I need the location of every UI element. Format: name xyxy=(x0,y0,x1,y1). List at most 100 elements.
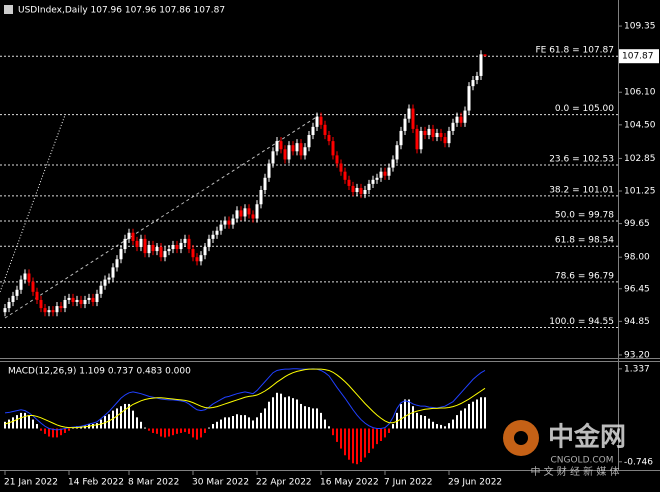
histogram-bar xyxy=(300,403,302,429)
histogram-bar xyxy=(256,417,258,429)
candle-body xyxy=(23,273,27,280)
histogram-bar xyxy=(40,428,42,431)
histogram-bar xyxy=(340,428,342,449)
candle-body xyxy=(343,171,347,180)
histogram-bar xyxy=(140,421,142,429)
candle-body xyxy=(11,295,15,302)
histogram-bar xyxy=(260,412,262,429)
histogram-bar xyxy=(28,415,30,429)
histogram-bar xyxy=(68,428,70,431)
histogram-bar xyxy=(312,408,314,429)
candle-body xyxy=(155,247,159,252)
histogram-bar xyxy=(336,428,338,442)
candle-body xyxy=(375,177,379,180)
candle-body xyxy=(255,204,259,219)
indicator-line xyxy=(4,368,486,431)
histogram-bar xyxy=(432,421,434,429)
histogram-bar xyxy=(272,397,274,429)
histogram-bar xyxy=(44,428,46,434)
candle-body xyxy=(267,163,271,178)
candle-body xyxy=(311,126,315,136)
retracement-trendline xyxy=(4,115,319,319)
candle-body xyxy=(251,214,255,219)
candle-body xyxy=(479,54,483,76)
y-tick-label: 93.20 xyxy=(624,350,650,360)
candle-body xyxy=(395,145,399,160)
candle-body xyxy=(111,267,115,278)
candle-body xyxy=(403,118,407,131)
histogram-bar xyxy=(308,407,310,429)
histogram-bar xyxy=(452,419,454,429)
histogram-bar xyxy=(92,424,94,429)
histogram-bar xyxy=(184,428,186,433)
histogram-bar xyxy=(36,424,38,429)
histogram-bar xyxy=(376,428,378,445)
histogram-bar xyxy=(164,428,166,438)
fib-label: FE 61.8 = 107.87 xyxy=(535,46,614,56)
candle-body xyxy=(211,234,215,239)
histogram-bar xyxy=(232,416,234,429)
candle-body xyxy=(443,137,447,144)
candle-body xyxy=(275,141,279,152)
candle-body xyxy=(459,116,463,123)
candle-body xyxy=(415,128,419,150)
candle-body xyxy=(139,238,143,248)
candle-body xyxy=(471,80,475,87)
candle-body xyxy=(455,116,459,123)
histogram-bar xyxy=(208,427,210,429)
histogram-bar xyxy=(144,427,146,429)
histogram-bar xyxy=(32,419,34,429)
histogram-bar xyxy=(332,428,334,436)
x-tick-label: 8 Mar 2022 xyxy=(128,478,179,488)
candle-body xyxy=(15,289,19,296)
histogram-bar xyxy=(472,401,474,429)
histogram-bar xyxy=(304,406,306,429)
candle-body xyxy=(483,54,487,57)
candle-body xyxy=(399,130,403,146)
histogram-bar xyxy=(264,408,266,429)
histogram-bar xyxy=(52,428,54,438)
candle-body xyxy=(31,281,35,292)
histogram-bar xyxy=(16,415,18,429)
candle-body xyxy=(51,310,55,313)
indicator-title: MACD(12,26,9) 1.109 0.737 0.483 0.000 xyxy=(8,367,191,377)
candle-body xyxy=(91,297,95,302)
histogram-bar xyxy=(168,428,170,437)
candle-body xyxy=(411,108,415,129)
y-tick-label: 1.337 xyxy=(624,364,650,374)
histogram-bar xyxy=(380,428,382,441)
candle-body xyxy=(195,257,199,262)
fib-label: 50.0 = 99.78 xyxy=(555,210,614,220)
candle-body xyxy=(63,299,67,309)
candle-body xyxy=(427,128,431,136)
candle-body xyxy=(391,159,395,168)
histogram-bar xyxy=(180,428,182,433)
candle-body xyxy=(463,110,467,123)
candle-body xyxy=(351,185,355,193)
histogram-bar xyxy=(444,426,446,429)
candle-body xyxy=(239,210,243,217)
histogram-bar xyxy=(460,410,462,429)
histogram-bar xyxy=(364,428,366,458)
candle-body xyxy=(263,177,267,190)
candle-body xyxy=(387,167,391,176)
y-tick-label: 109.35 xyxy=(624,22,656,32)
y-tick-label: 94.85 xyxy=(624,317,650,327)
candle-body xyxy=(127,232,131,239)
x-tick-label: 14 Feb 2022 xyxy=(68,478,124,488)
x-tick-label: 29 Jun 2022 xyxy=(448,478,502,488)
candle-body xyxy=(55,306,59,313)
candle-body xyxy=(331,141,335,156)
last-price-label: 107.87 xyxy=(622,52,654,62)
watermark: 中金网 CNGOLD.COM 中 文 财 经 新 媒 体 xyxy=(503,420,626,478)
histogram-bar xyxy=(248,417,250,429)
histogram-bar xyxy=(240,415,242,429)
candle-body xyxy=(299,143,303,156)
candle-body xyxy=(259,189,263,205)
chart-icon xyxy=(4,5,13,14)
histogram-bar xyxy=(160,428,162,437)
candle-body xyxy=(39,299,43,309)
histogram-bar xyxy=(20,412,22,429)
candle-body xyxy=(227,220,231,225)
